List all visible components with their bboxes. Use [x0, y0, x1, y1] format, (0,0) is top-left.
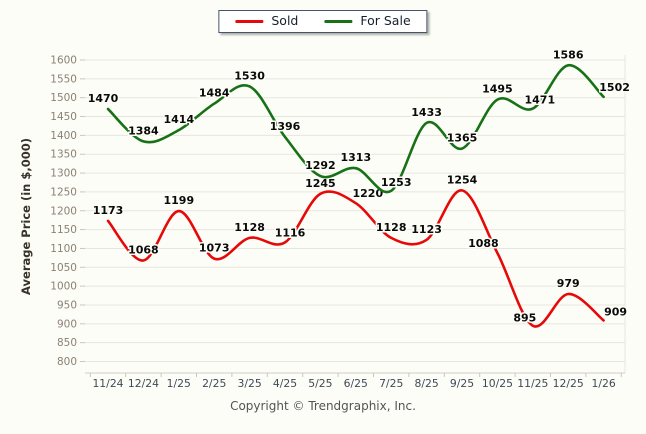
x-tick-label: 12/25: [553, 377, 584, 390]
series-line-for-sale: [106, 64, 605, 194]
for-sale-line-swatch: [324, 19, 353, 23]
data-label: 1433: [411, 106, 442, 119]
x-tick-label: 4/25: [273, 377, 297, 390]
y-tick-label: 1050: [50, 262, 77, 274]
y-tick-label: 900: [57, 318, 77, 330]
data-label: 1313: [340, 151, 371, 164]
data-label: 1088: [468, 237, 499, 250]
y-tick-label: 1500: [50, 92, 77, 104]
y-tick-label: 950: [57, 299, 77, 311]
legend-label-sold: Sold: [271, 13, 299, 28]
data-label: 1128: [376, 221, 407, 234]
data-label: 1484: [199, 87, 230, 100]
data-label: 909: [604, 305, 627, 318]
legend-item-sold: Sold: [235, 13, 299, 28]
legend: Sold For Sale: [218, 10, 428, 33]
x-tick-label: 1/26: [591, 377, 615, 390]
data-label: 1068: [128, 243, 159, 256]
data-label: 979: [557, 277, 580, 290]
data-label: 1253: [381, 176, 412, 189]
x-tick-label: 11/24: [92, 377, 123, 390]
y-tick-label: 1350: [50, 149, 77, 161]
data-label: 1502: [599, 81, 630, 94]
y-tick-label: 1200: [50, 205, 77, 217]
series-line-sold: [106, 189, 605, 328]
x-tick-label: 6/25: [344, 377, 368, 390]
y-tick-label: 1400: [50, 130, 77, 142]
data-label: 1128: [234, 221, 265, 234]
data-label: 1123: [411, 223, 442, 236]
data-label: 1254: [447, 173, 478, 186]
data-label: 1586: [553, 48, 584, 61]
y-tick-label: 1550: [50, 73, 77, 85]
data-label: 1116: [275, 226, 306, 239]
x-tick-label: 3/25: [237, 377, 261, 390]
data-label: 1495: [482, 83, 513, 96]
y-tick-label: 850: [57, 337, 77, 349]
data-label: 895: [513, 312, 536, 325]
legend-label-for-sale: For Sale: [360, 13, 411, 28]
x-tick-label: 5/25: [308, 377, 332, 390]
data-label: 1220: [352, 187, 383, 200]
data-label: 1173: [93, 204, 124, 217]
x-tick-label: 7/25: [379, 377, 403, 390]
y-tick-label: 1150: [50, 224, 77, 236]
data-label: 1199: [163, 194, 194, 207]
data-label: 1471: [524, 94, 555, 107]
y-tick-label: 800: [57, 356, 77, 368]
x-tick-label: 2/25: [202, 377, 226, 390]
copyright-text: Copyright © Trendgraphix, Inc.: [230, 399, 416, 413]
data-label: 1384: [128, 124, 159, 137]
y-tick-label: 1000: [50, 281, 77, 293]
x-tick-label: 9/25: [450, 377, 474, 390]
y-tick-label: 1450: [50, 111, 77, 123]
data-label: 1073: [199, 242, 230, 255]
y-tick-label: 1600: [50, 55, 77, 67]
data-label: 1365: [447, 132, 478, 145]
data-label: 1396: [270, 120, 301, 133]
data-label: 1470: [88, 92, 119, 105]
data-label: 1414: [163, 113, 194, 126]
legend-item-for-sale: For Sale: [324, 13, 411, 28]
y-tick-label: 1300: [50, 168, 77, 180]
x-tick-label: 1/25: [167, 377, 191, 390]
sold-line-swatch: [235, 19, 264, 23]
x-tick-label: 8/25: [414, 377, 438, 390]
data-label: 1530: [234, 69, 265, 82]
x-tick-label: 11/25: [517, 377, 548, 390]
y-tick-label: 1100: [50, 243, 77, 255]
data-label: 1245: [305, 177, 336, 190]
data-label: 1292: [305, 159, 336, 172]
y-tick-label: 1250: [50, 186, 77, 198]
x-tick-label: 12/24: [128, 377, 159, 390]
y-axis-title: Average Price (in $,000): [19, 138, 33, 295]
x-tick-label: 10/25: [482, 377, 513, 390]
